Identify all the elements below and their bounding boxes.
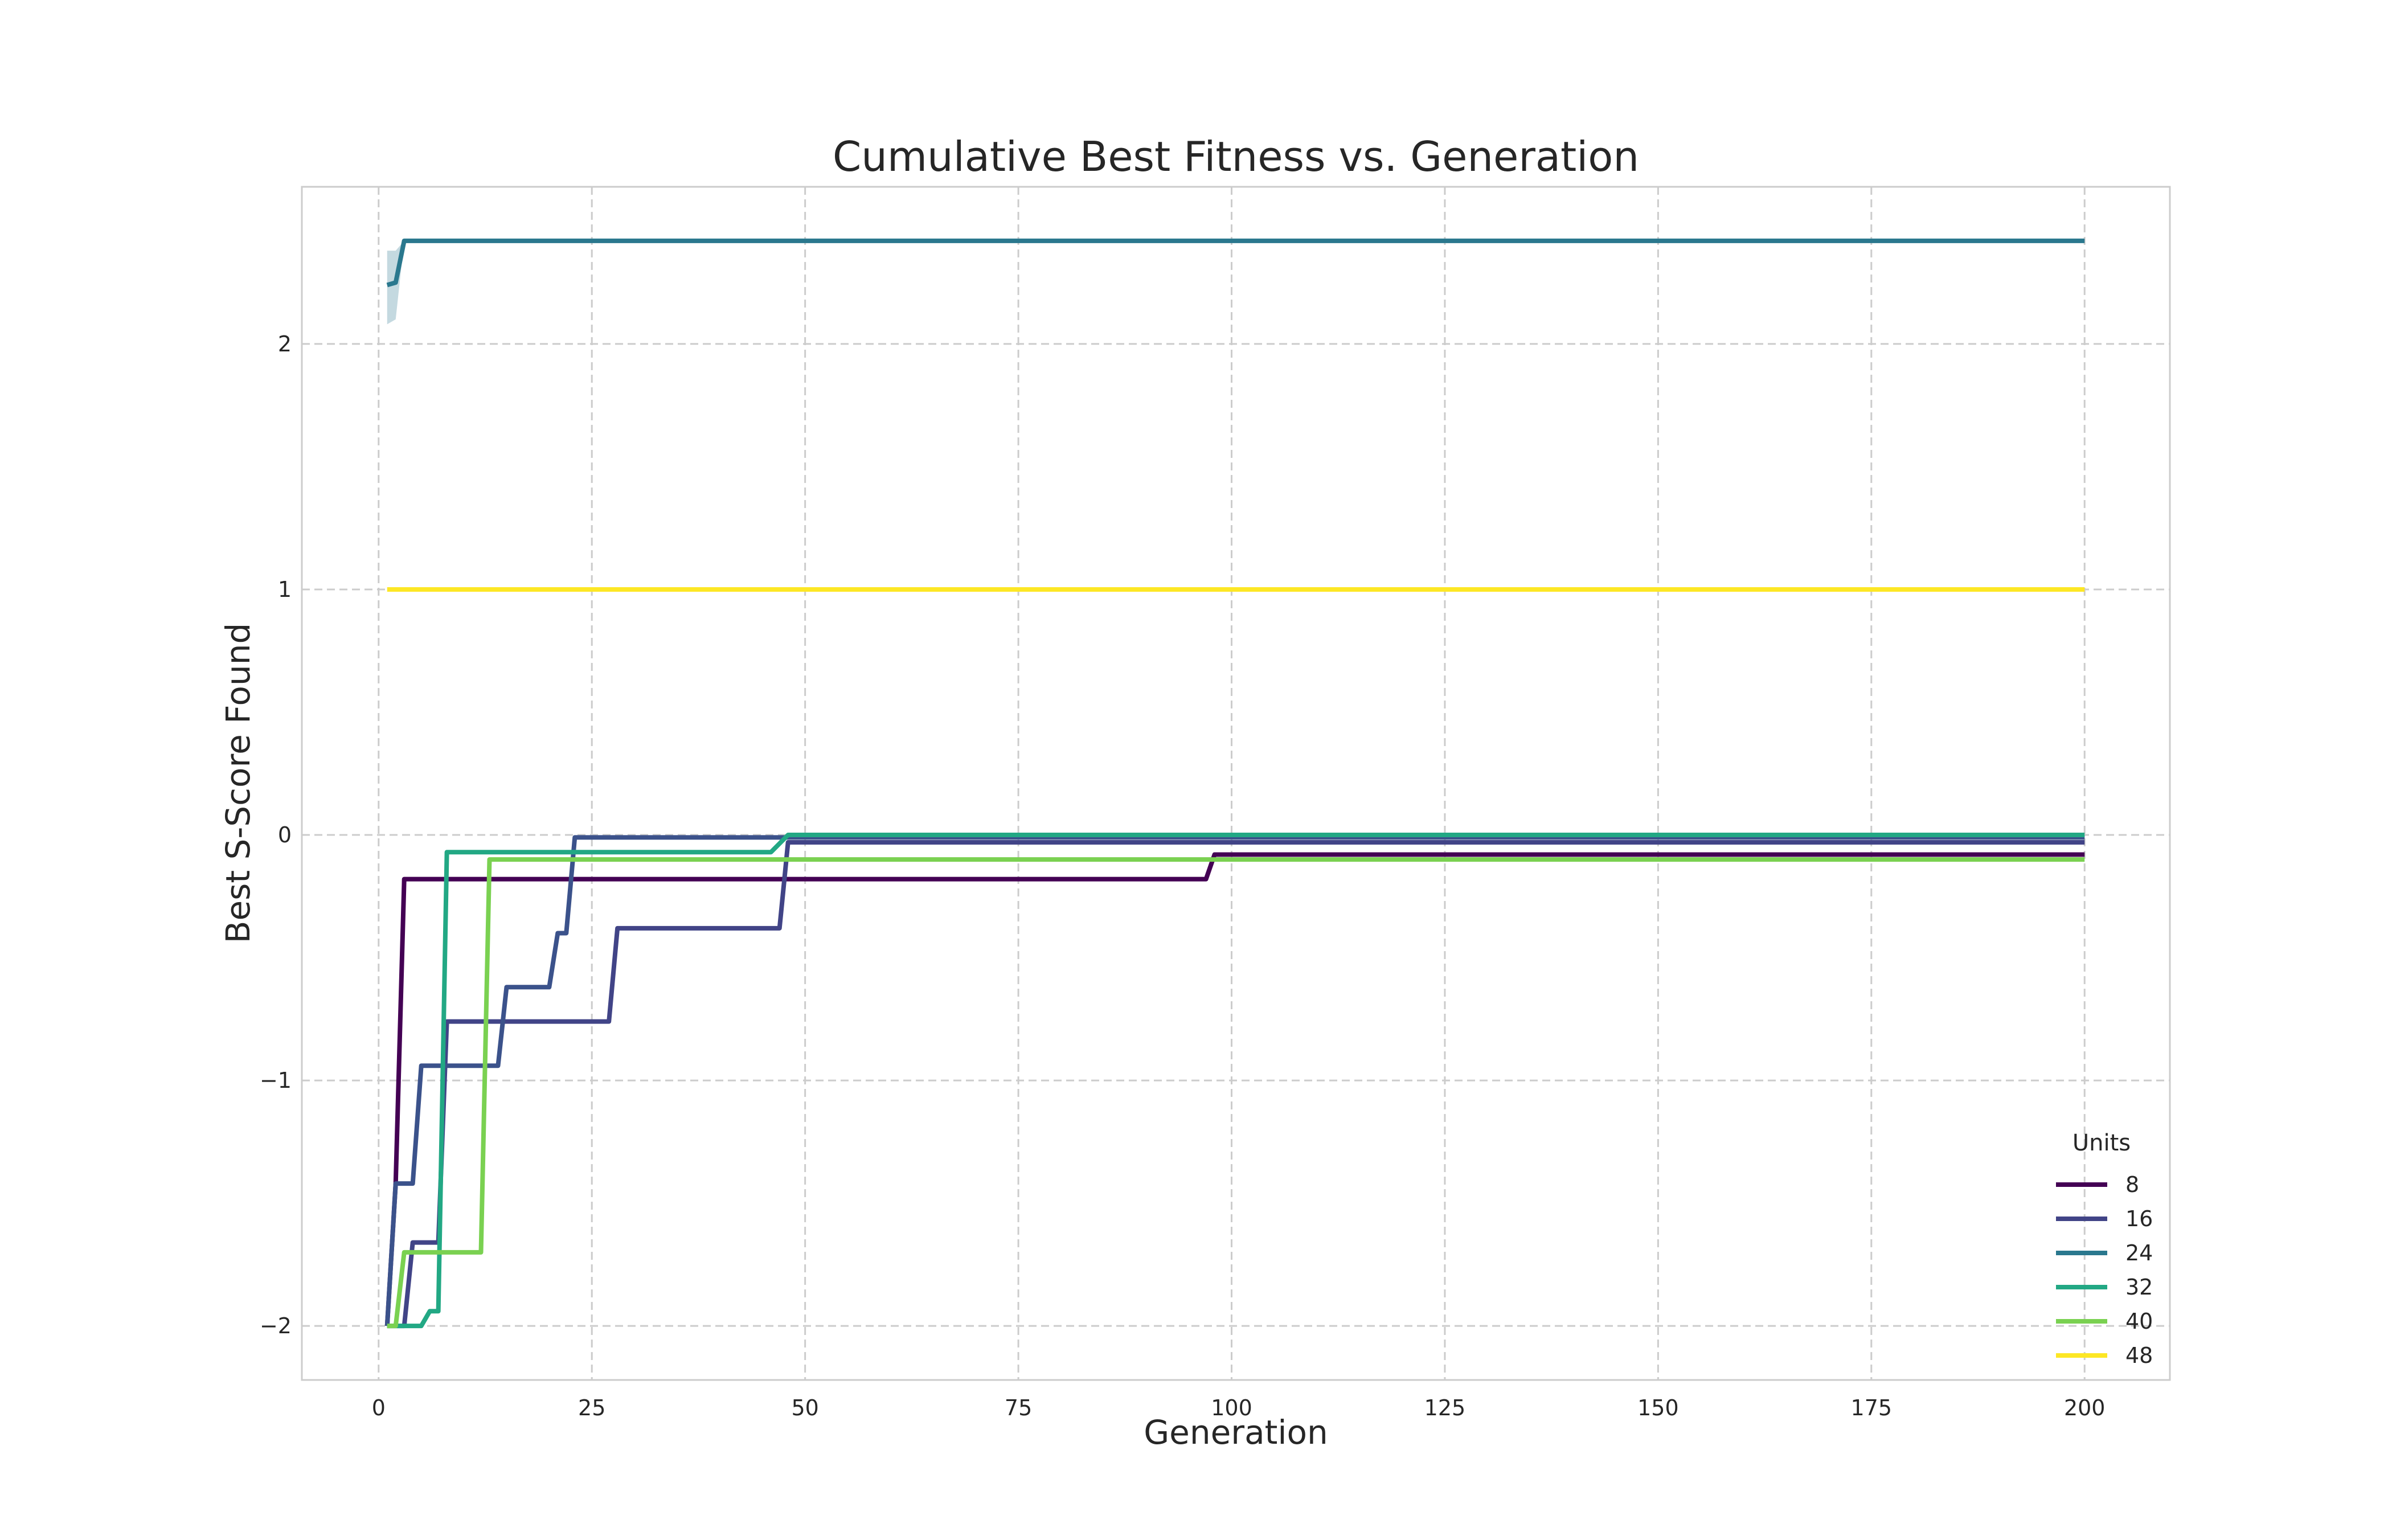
legend: Units 8 16 24 32 40 48	[2056, 1130, 2153, 1368]
y-tick-label: 0	[278, 822, 292, 847]
legend-label-48: 48	[2125, 1343, 2153, 1368]
series-layer	[384, 238, 2085, 1329]
legend-label-32: 32	[2125, 1275, 2153, 1300]
x-tick-label: 0	[372, 1395, 386, 1420]
x-tick-label: 200	[2064, 1395, 2106, 1420]
y-tick-label: 2	[278, 331, 292, 357]
x-tick-label: 75	[1005, 1395, 1032, 1420]
tick-layer: 0 25 50 75 100 125 150 175 200 −2 −1 0 1 2	[260, 331, 2106, 1420]
series-32-line	[387, 833, 2085, 1329]
legend-label-16: 16	[2125, 1206, 2153, 1231]
x-tick-label: 100	[1211, 1395, 1252, 1420]
x-tick-label: 50	[791, 1395, 818, 1420]
y-tick-label: −1	[260, 1068, 292, 1093]
x-tick-label: 125	[1424, 1395, 1466, 1420]
plot-frame	[301, 186, 2171, 1381]
series-16-cont--line	[384, 835, 2085, 1326]
x-tick-label: 175	[1851, 1395, 1893, 1420]
y-tick-label: 1	[278, 577, 292, 602]
legend-label-40: 40	[2125, 1309, 2153, 1334]
series-16-line	[387, 839, 2085, 1329]
series-24-line	[386, 238, 2085, 288]
x-axis-label: Generation	[1144, 1413, 1328, 1452]
series-40-line	[387, 857, 2085, 1329]
x-tick-label: 150	[1637, 1395, 1679, 1420]
x-tick-label: 25	[578, 1395, 605, 1420]
y-axis-label: Best S-Score Found	[219, 623, 257, 944]
y-tick-label: −2	[260, 1313, 292, 1338]
chart-title: Cumulative Best Fitness vs. Generation	[833, 133, 1639, 181]
legend-label-8: 8	[2125, 1172, 2139, 1197]
legend-label-24: 24	[2125, 1240, 2153, 1265]
legend-title: Units	[2072, 1130, 2131, 1156]
